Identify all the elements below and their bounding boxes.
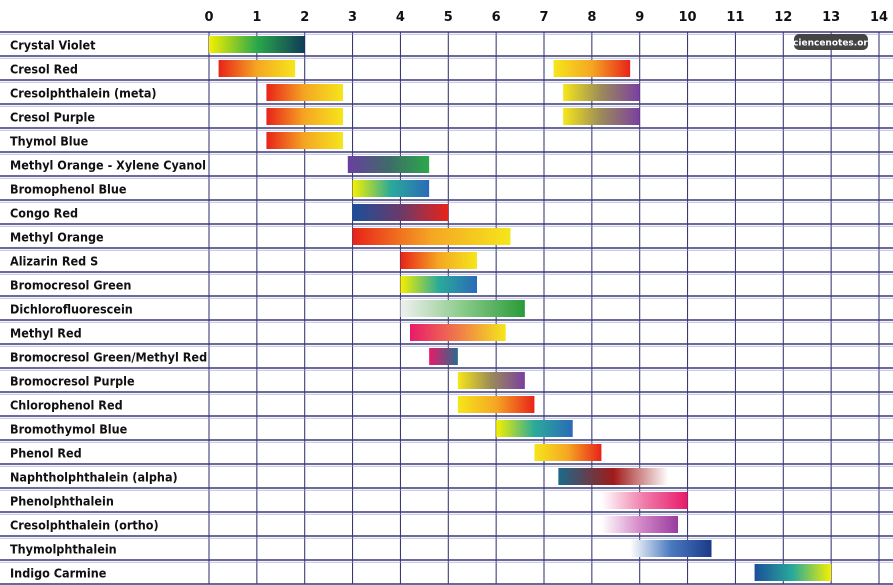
range-bar (754, 564, 832, 581)
x-tick-label: 14 (870, 10, 888, 25)
watermark-text: sciencenotes.org (788, 39, 875, 49)
row-label: Methyl Orange - Xylene Cyanol (10, 158, 206, 173)
row-label: Cresolphthalein (meta) (10, 86, 157, 101)
row-label: Alizarin Red S (10, 254, 98, 269)
row-label: Congo Red (10, 206, 78, 221)
range-bar (630, 540, 712, 557)
range-bar (352, 228, 511, 245)
range-bar (601, 516, 678, 533)
row-label: Naphtholphthalein (alpha) (10, 470, 178, 485)
row-label: Thymol Blue (10, 134, 89, 149)
range-bar (534, 444, 602, 461)
row-label: Cresol Red (10, 62, 78, 77)
watermark-badge: sciencenotes.org (788, 34, 875, 50)
row-label: Bromocresol Green/Methyl Red (10, 350, 207, 365)
range-bar (457, 396, 535, 413)
row-label: Bromothymol Blue (10, 422, 128, 437)
x-tick-label: 13 (822, 10, 840, 25)
row-label: Chlorophenol Red (10, 398, 123, 413)
range-bar (266, 108, 343, 125)
range-bar (496, 420, 573, 437)
x-tick-label: 11 (726, 10, 744, 25)
range-bar (429, 348, 458, 365)
row-label: Cresolphthalein (ortho) (10, 518, 159, 533)
x-tick-label: 12 (774, 10, 792, 25)
range-bar (410, 324, 506, 341)
x-tick-label: 3 (348, 10, 357, 25)
x-tick-label: 6 (492, 10, 501, 25)
row-label: Dichlorofluorescein (10, 302, 133, 317)
range-bar (400, 252, 477, 269)
row-label: Methyl Orange (10, 230, 104, 245)
x-tick-label: 4 (396, 10, 405, 25)
range-bar (553, 60, 631, 77)
x-tick-label: 2 (300, 10, 309, 25)
range-bar (347, 156, 430, 173)
x-tick-label: 8 (587, 10, 596, 25)
row-label: Crystal Violet (10, 38, 96, 53)
range-bar (601, 492, 688, 509)
row-label: Cresol Purple (10, 110, 95, 125)
range-bar (209, 36, 305, 53)
range-bar (266, 84, 343, 101)
row-label: Phenol Red (10, 446, 82, 461)
x-tick-label: 1 (252, 10, 261, 25)
row-label: Methyl Red (10, 326, 82, 341)
x-tick-label: 0 (204, 10, 213, 25)
row-label: Indigo Carmine (10, 566, 107, 581)
x-tick-label: 10 (679, 10, 697, 25)
range-bar (352, 204, 449, 221)
range-bar (352, 180, 430, 197)
row-label: Bromocresol Purple (10, 374, 135, 389)
range-bars (209, 36, 832, 581)
row-label: Bromophenol Blue (10, 182, 127, 197)
row-label: Bromocresol Green (10, 278, 131, 293)
indicator-rows: Crystal Violet Cresol Red Cresolphthalein … (10, 38, 207, 581)
range-bar (400, 300, 525, 317)
row-label: Thymolphthalein (10, 542, 117, 557)
range-bar (218, 60, 296, 77)
grid-lines (0, 31, 893, 585)
range-bar (457, 372, 525, 389)
range-bar (563, 84, 640, 101)
range-bar (400, 276, 477, 293)
x-axis-ticks: 0 1 2 3 4 5 6 7 8 9 10 11 12 13 14 (204, 10, 888, 25)
range-bar (266, 132, 343, 149)
row-label: Phenolphthalein (10, 494, 114, 509)
x-tick-label: 5 (444, 10, 453, 25)
x-tick-label: 9 (635, 10, 644, 25)
watermark-background (794, 34, 868, 50)
x-tick-label: 7 (539, 10, 548, 25)
range-bar (563, 108, 640, 125)
range-bar (558, 468, 669, 485)
